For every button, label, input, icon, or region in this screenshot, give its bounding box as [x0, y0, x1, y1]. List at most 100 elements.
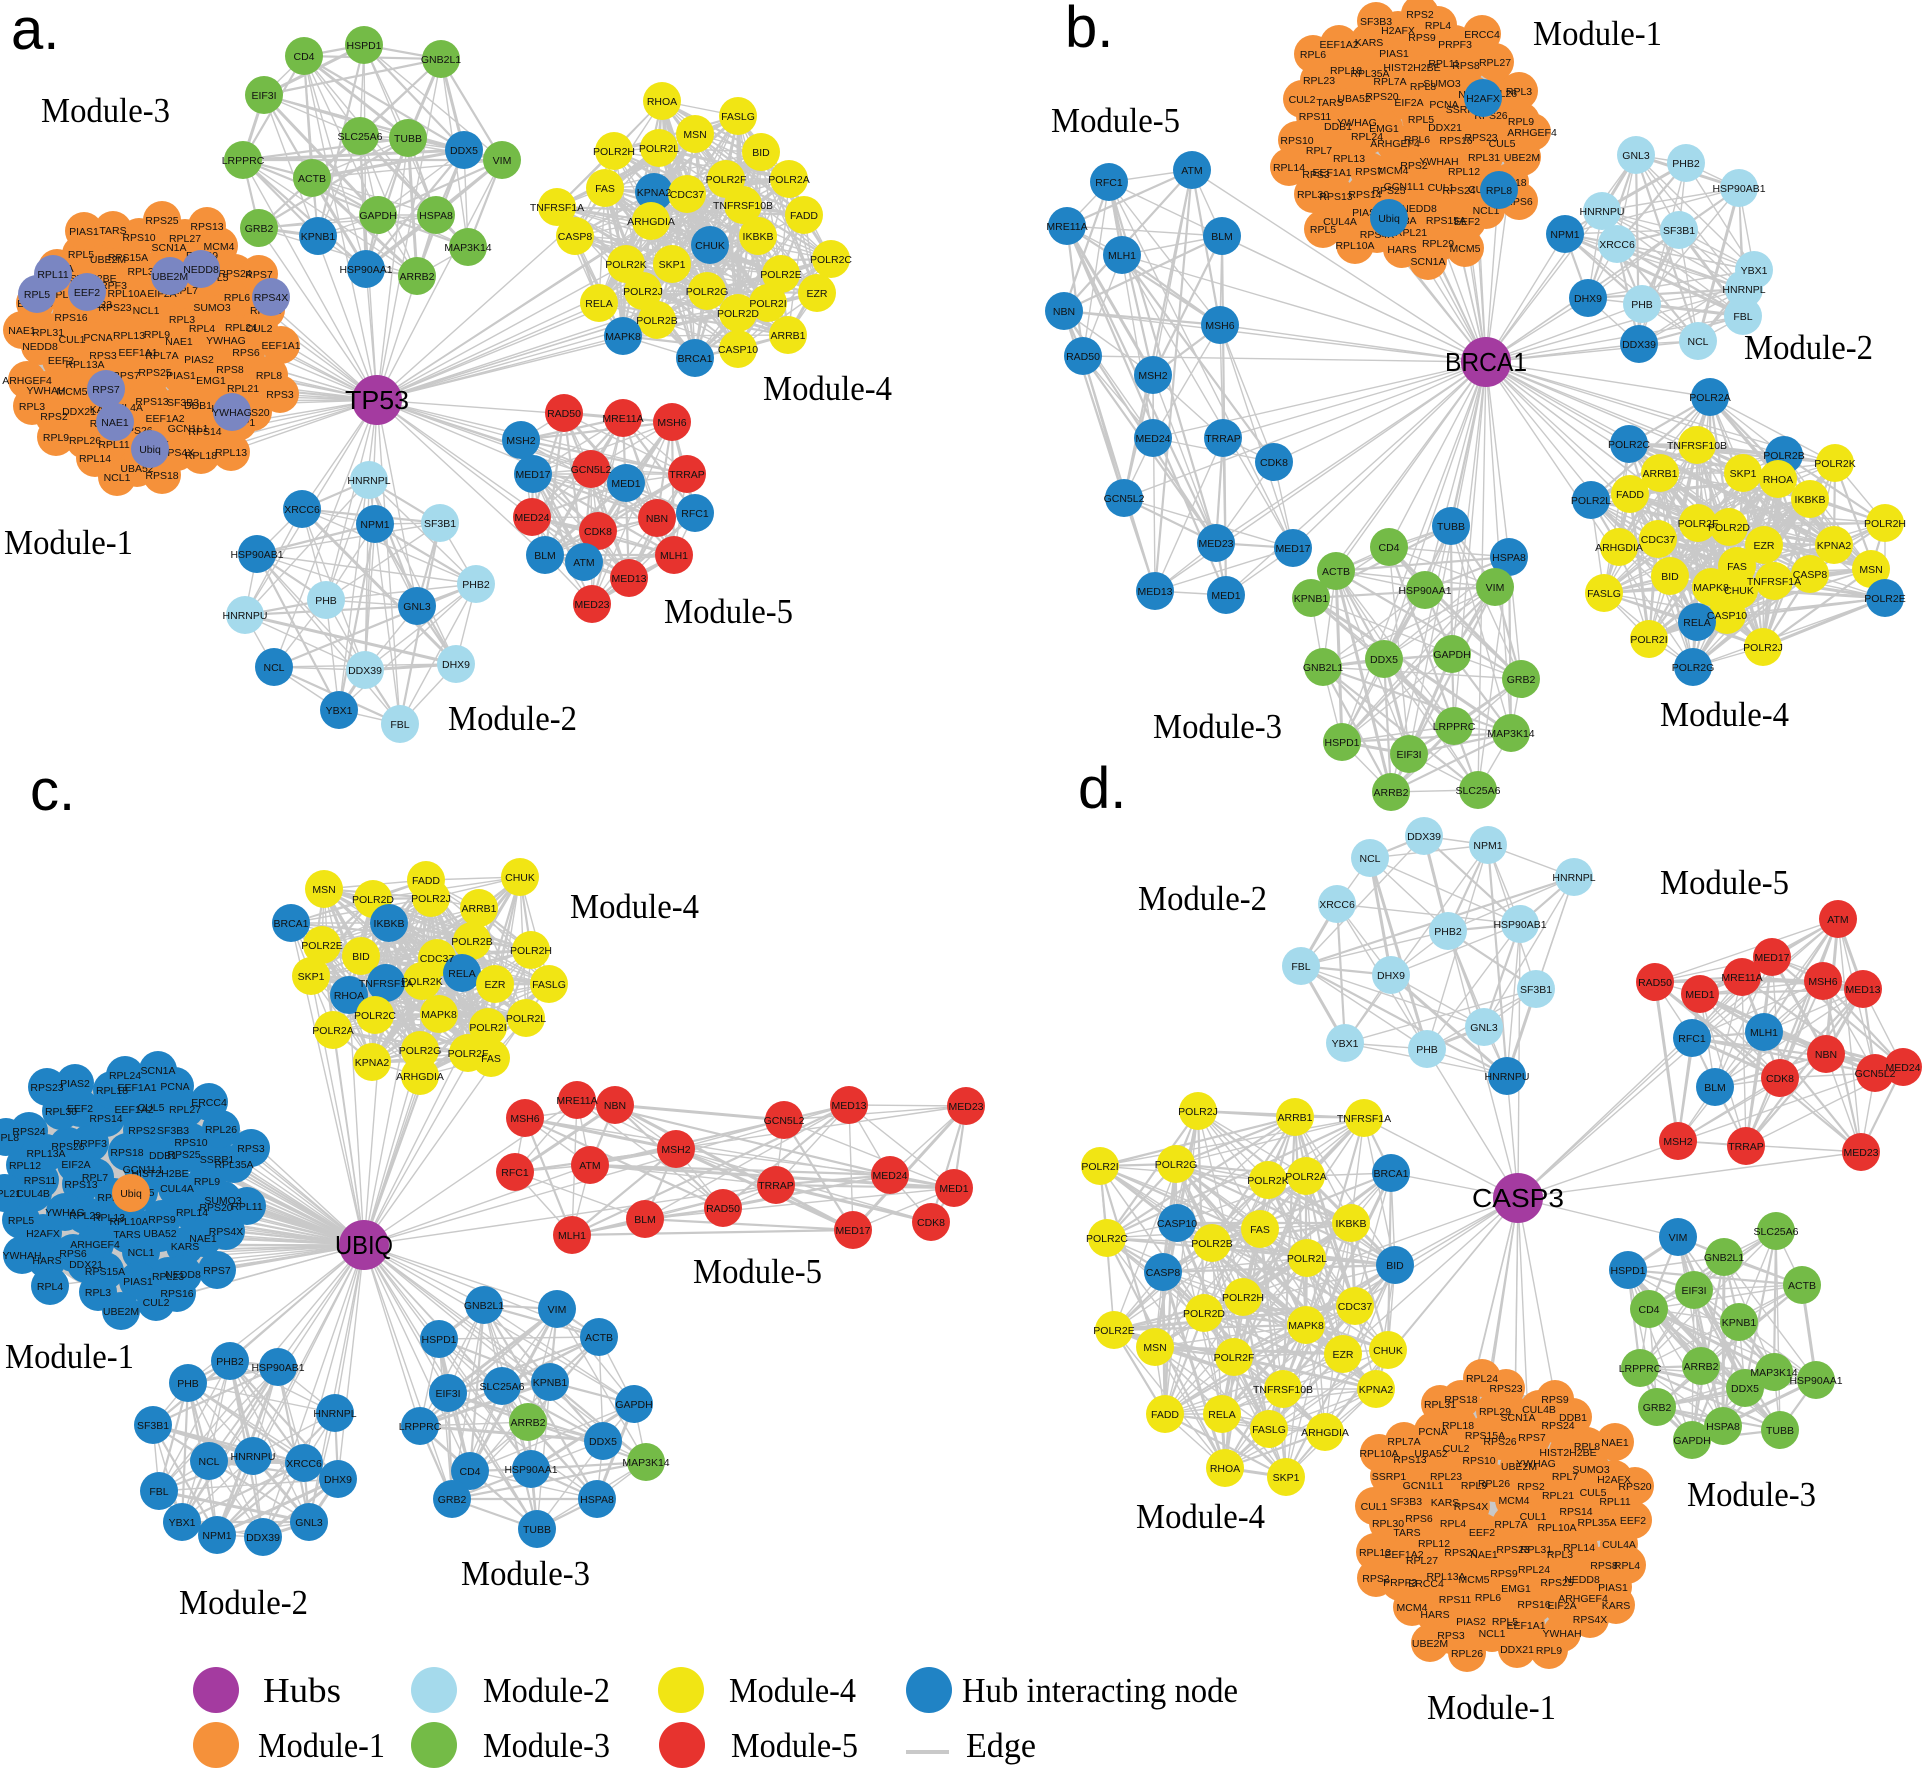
- svg-text:RPS20: RPS20: [1365, 91, 1398, 103]
- svg-text:RPL27: RPL27: [1406, 1555, 1438, 1567]
- svg-text:RPS8: RPS8: [1452, 60, 1480, 72]
- svg-text:RPS24: RPS24: [1541, 1420, 1574, 1432]
- svg-text:KPNB1: KPNB1: [533, 1377, 568, 1389]
- svg-text:SCN1A: SCN1A: [151, 242, 186, 254]
- svg-text:RPL4: RPL4: [1614, 1560, 1640, 1572]
- svg-text:MAP3K14: MAP3K14: [622, 1457, 669, 1469]
- svg-text:UBA52: UBA52: [1337, 93, 1370, 105]
- svg-text:RPL31: RPL31: [1520, 1544, 1552, 1556]
- svg-text:MED1: MED1: [939, 1183, 968, 1195]
- svg-text:PIAS1: PIAS1: [1598, 1582, 1628, 1594]
- svg-text:ARHGDIA: ARHGDIA: [627, 216, 675, 228]
- svg-text:RPL5: RPL5: [1492, 1616, 1518, 1628]
- svg-text:POLR2K: POLR2K: [605, 259, 646, 271]
- svg-text:Module-2: Module-2: [1744, 328, 1873, 367]
- svg-text:c.: c.: [30, 758, 75, 823]
- svg-text:ATM: ATM: [1181, 165, 1202, 177]
- svg-text:RELA: RELA: [448, 968, 475, 980]
- svg-text:RAD50: RAD50: [547, 408, 581, 420]
- svg-text:RPL6: RPL6: [1300, 49, 1326, 61]
- svg-text:TNFRSF1A: TNFRSF1A: [1337, 1113, 1391, 1125]
- svg-text:GNL3: GNL3: [295, 1517, 323, 1529]
- svg-text:MED13: MED13: [611, 573, 646, 585]
- svg-text:SUMO3: SUMO3: [193, 302, 231, 314]
- svg-text:ACTB: ACTB: [298, 173, 326, 185]
- svg-text:GCN5L2: GCN5L2: [764, 1115, 805, 1127]
- svg-text:RPS14: RPS14: [188, 426, 221, 438]
- svg-text:GNL3: GNL3: [1622, 150, 1650, 162]
- svg-text:Module-5: Module-5: [731, 1726, 858, 1765]
- svg-text:RPS9: RPS9: [1541, 1394, 1569, 1406]
- svg-text:RPS15A: RPS15A: [85, 1266, 125, 1278]
- svg-text:RPL11: RPL11: [1428, 58, 1459, 70]
- svg-text:EIF3I: EIF3I: [1681, 1285, 1706, 1297]
- svg-text:FBL: FBL: [1733, 311, 1752, 323]
- svg-text:CUL4A: CUL4A: [1323, 216, 1357, 228]
- svg-text:Module-4: Module-4: [1136, 1497, 1265, 1536]
- svg-text:ARHGEF4: ARHGEF4: [2, 375, 52, 387]
- svg-text:TARS: TARS: [1393, 1527, 1420, 1539]
- svg-text:HSPA8: HSPA8: [1706, 1421, 1740, 1433]
- svg-text:GRB2: GRB2: [1507, 674, 1536, 686]
- svg-text:FAS: FAS: [1250, 1224, 1270, 1236]
- svg-text:MED23: MED23: [1843, 1147, 1878, 1159]
- svg-text:BID: BID: [1386, 1260, 1404, 1272]
- svg-text:RPL9: RPL9: [144, 329, 170, 341]
- svg-text:RPS15A: RPS15A: [1465, 1430, 1505, 1442]
- svg-text:UBA52: UBA52: [1414, 1448, 1447, 1460]
- svg-text:DDX5: DDX5: [450, 145, 478, 157]
- svg-text:TUBB: TUBB: [523, 1524, 551, 1536]
- svg-text:EIF3I: EIF3I: [251, 90, 276, 102]
- svg-text:SLC25A6: SLC25A6: [338, 131, 383, 143]
- svg-text:RPS14: RPS14: [1559, 1506, 1592, 1518]
- svg-text:PHB2: PHB2: [462, 579, 490, 591]
- svg-text:EIF2A: EIF2A: [61, 1159, 90, 1171]
- svg-text:MLH1: MLH1: [1108, 250, 1136, 262]
- svg-text:NEDD8: NEDD8: [183, 264, 219, 276]
- svg-text:LRPPRC: LRPPRC: [222, 155, 265, 167]
- svg-text:RPS10: RPS10: [1462, 1455, 1495, 1467]
- svg-text:YBX1: YBX1: [1332, 1038, 1359, 1050]
- svg-text:ATM: ATM: [1827, 914, 1848, 926]
- svg-text:GNB2L1: GNB2L1: [464, 1300, 504, 1312]
- svg-text:FASLG: FASLG: [1252, 1424, 1286, 1436]
- svg-text:RPL23: RPL23: [1430, 1471, 1462, 1483]
- svg-text:DDX21: DDX21: [1500, 1644, 1534, 1656]
- svg-text:RPL10A: RPL10A: [107, 288, 146, 300]
- svg-text:ARHGDIA: ARHGDIA: [1301, 1427, 1349, 1439]
- svg-text:VIM: VIM: [493, 155, 512, 167]
- svg-text:RPL35A: RPL35A: [214, 1159, 253, 1171]
- svg-text:RPL14: RPL14: [79, 453, 111, 465]
- svg-text:ACTB: ACTB: [1322, 566, 1350, 578]
- svg-text:MED23: MED23: [1198, 538, 1233, 550]
- svg-text:XRCC6: XRCC6: [284, 504, 320, 516]
- svg-text:PCNA: PCNA: [1418, 1426, 1447, 1438]
- svg-text:RPL5: RPL5: [24, 289, 50, 301]
- svg-text:KPNA2: KPNA2: [355, 1057, 390, 1069]
- svg-text:POLR2F: POLR2F: [448, 1048, 489, 1060]
- svg-text:HSP90AB1: HSP90AB1: [1493, 919, 1546, 931]
- svg-text:RPL9: RPL9: [1461, 1480, 1487, 1492]
- svg-text:Module-5: Module-5: [693, 1252, 822, 1291]
- svg-text:MED17: MED17: [1754, 952, 1789, 964]
- svg-text:Ubiq: Ubiq: [139, 444, 161, 456]
- svg-text:HNRNPL: HNRNPL: [313, 1408, 356, 1420]
- svg-text:HNRNPU: HNRNPU: [223, 610, 268, 622]
- svg-text:RPL5: RPL5: [8, 1215, 34, 1227]
- svg-text:a.: a.: [11, 0, 59, 62]
- svg-text:CDC37: CDC37: [1641, 534, 1676, 546]
- svg-text:EEF1A2: EEF1A2: [1384, 1549, 1423, 1561]
- svg-text:KPNA2: KPNA2: [637, 187, 672, 199]
- svg-text:RELA: RELA: [1683, 617, 1710, 629]
- svg-text:RPL18: RPL18: [96, 1085, 128, 1097]
- svg-text:NPM1: NPM1: [202, 1530, 231, 1542]
- svg-text:HSPA8: HSPA8: [419, 210, 453, 222]
- svg-text:RPS26: RPS26: [1483, 1436, 1516, 1448]
- svg-text:GNB2L1: GNB2L1: [1303, 662, 1343, 674]
- svg-text:HSPA8: HSPA8: [580, 1494, 614, 1506]
- svg-text:RPL26: RPL26: [1451, 1648, 1483, 1660]
- svg-text:RPL10A: RPL10A: [1335, 240, 1374, 252]
- svg-text:RPS20: RPS20: [1618, 1481, 1651, 1493]
- svg-text:HSP90AB1: HSP90AB1: [1712, 183, 1765, 195]
- svg-text:RPS25: RPS25: [167, 1149, 200, 1161]
